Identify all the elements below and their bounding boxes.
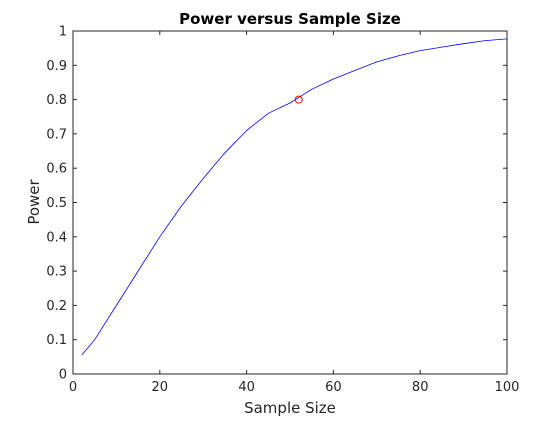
plot-background: [73, 31, 507, 374]
y-tick-label: 0.3: [46, 265, 67, 280]
x-axis-tick-labels: 0 20 40 60 80 100: [69, 380, 520, 395]
x-tick-label: 60: [325, 380, 342, 395]
y-axis-tick-labels: 0 0.1 0.2 0.3 0.4 0.5 0.6 0.7 0.8 0.9 1: [46, 25, 67, 383]
x-tick-label: 100: [495, 380, 520, 395]
power-curve-line: [81, 38, 508, 356]
y-tick-label: 0.7: [46, 127, 67, 142]
y-axis-label: Power: [25, 178, 43, 224]
y-tick-label: 0.6: [46, 162, 67, 177]
y-tick-label: 0.4: [46, 230, 67, 245]
y-tick-label: 0.2: [46, 299, 67, 314]
plot-frame: [72, 30, 508, 375]
x-tick-label: 20: [152, 380, 169, 395]
y-tick-label: 0.9: [46, 59, 67, 74]
y-tick-label: 0.1: [46, 333, 67, 348]
chart-title: Power versus Sample Size: [179, 10, 401, 28]
marker-layer: [294, 95, 303, 104]
y-tick-label: 0: [59, 368, 67, 383]
target-power-marker: [294, 95, 303, 104]
x-tick-label: 80: [412, 380, 429, 395]
x-axis-label: Sample Size: [244, 399, 336, 417]
y-tick-label: 0.5: [46, 196, 67, 211]
series-layer: [81, 38, 508, 356]
y-tick-label: 1: [59, 25, 67, 40]
y-tick-label: 0.8: [46, 93, 67, 108]
x-tick-label: 0: [69, 380, 77, 395]
x-tick-label: 40: [238, 380, 255, 395]
